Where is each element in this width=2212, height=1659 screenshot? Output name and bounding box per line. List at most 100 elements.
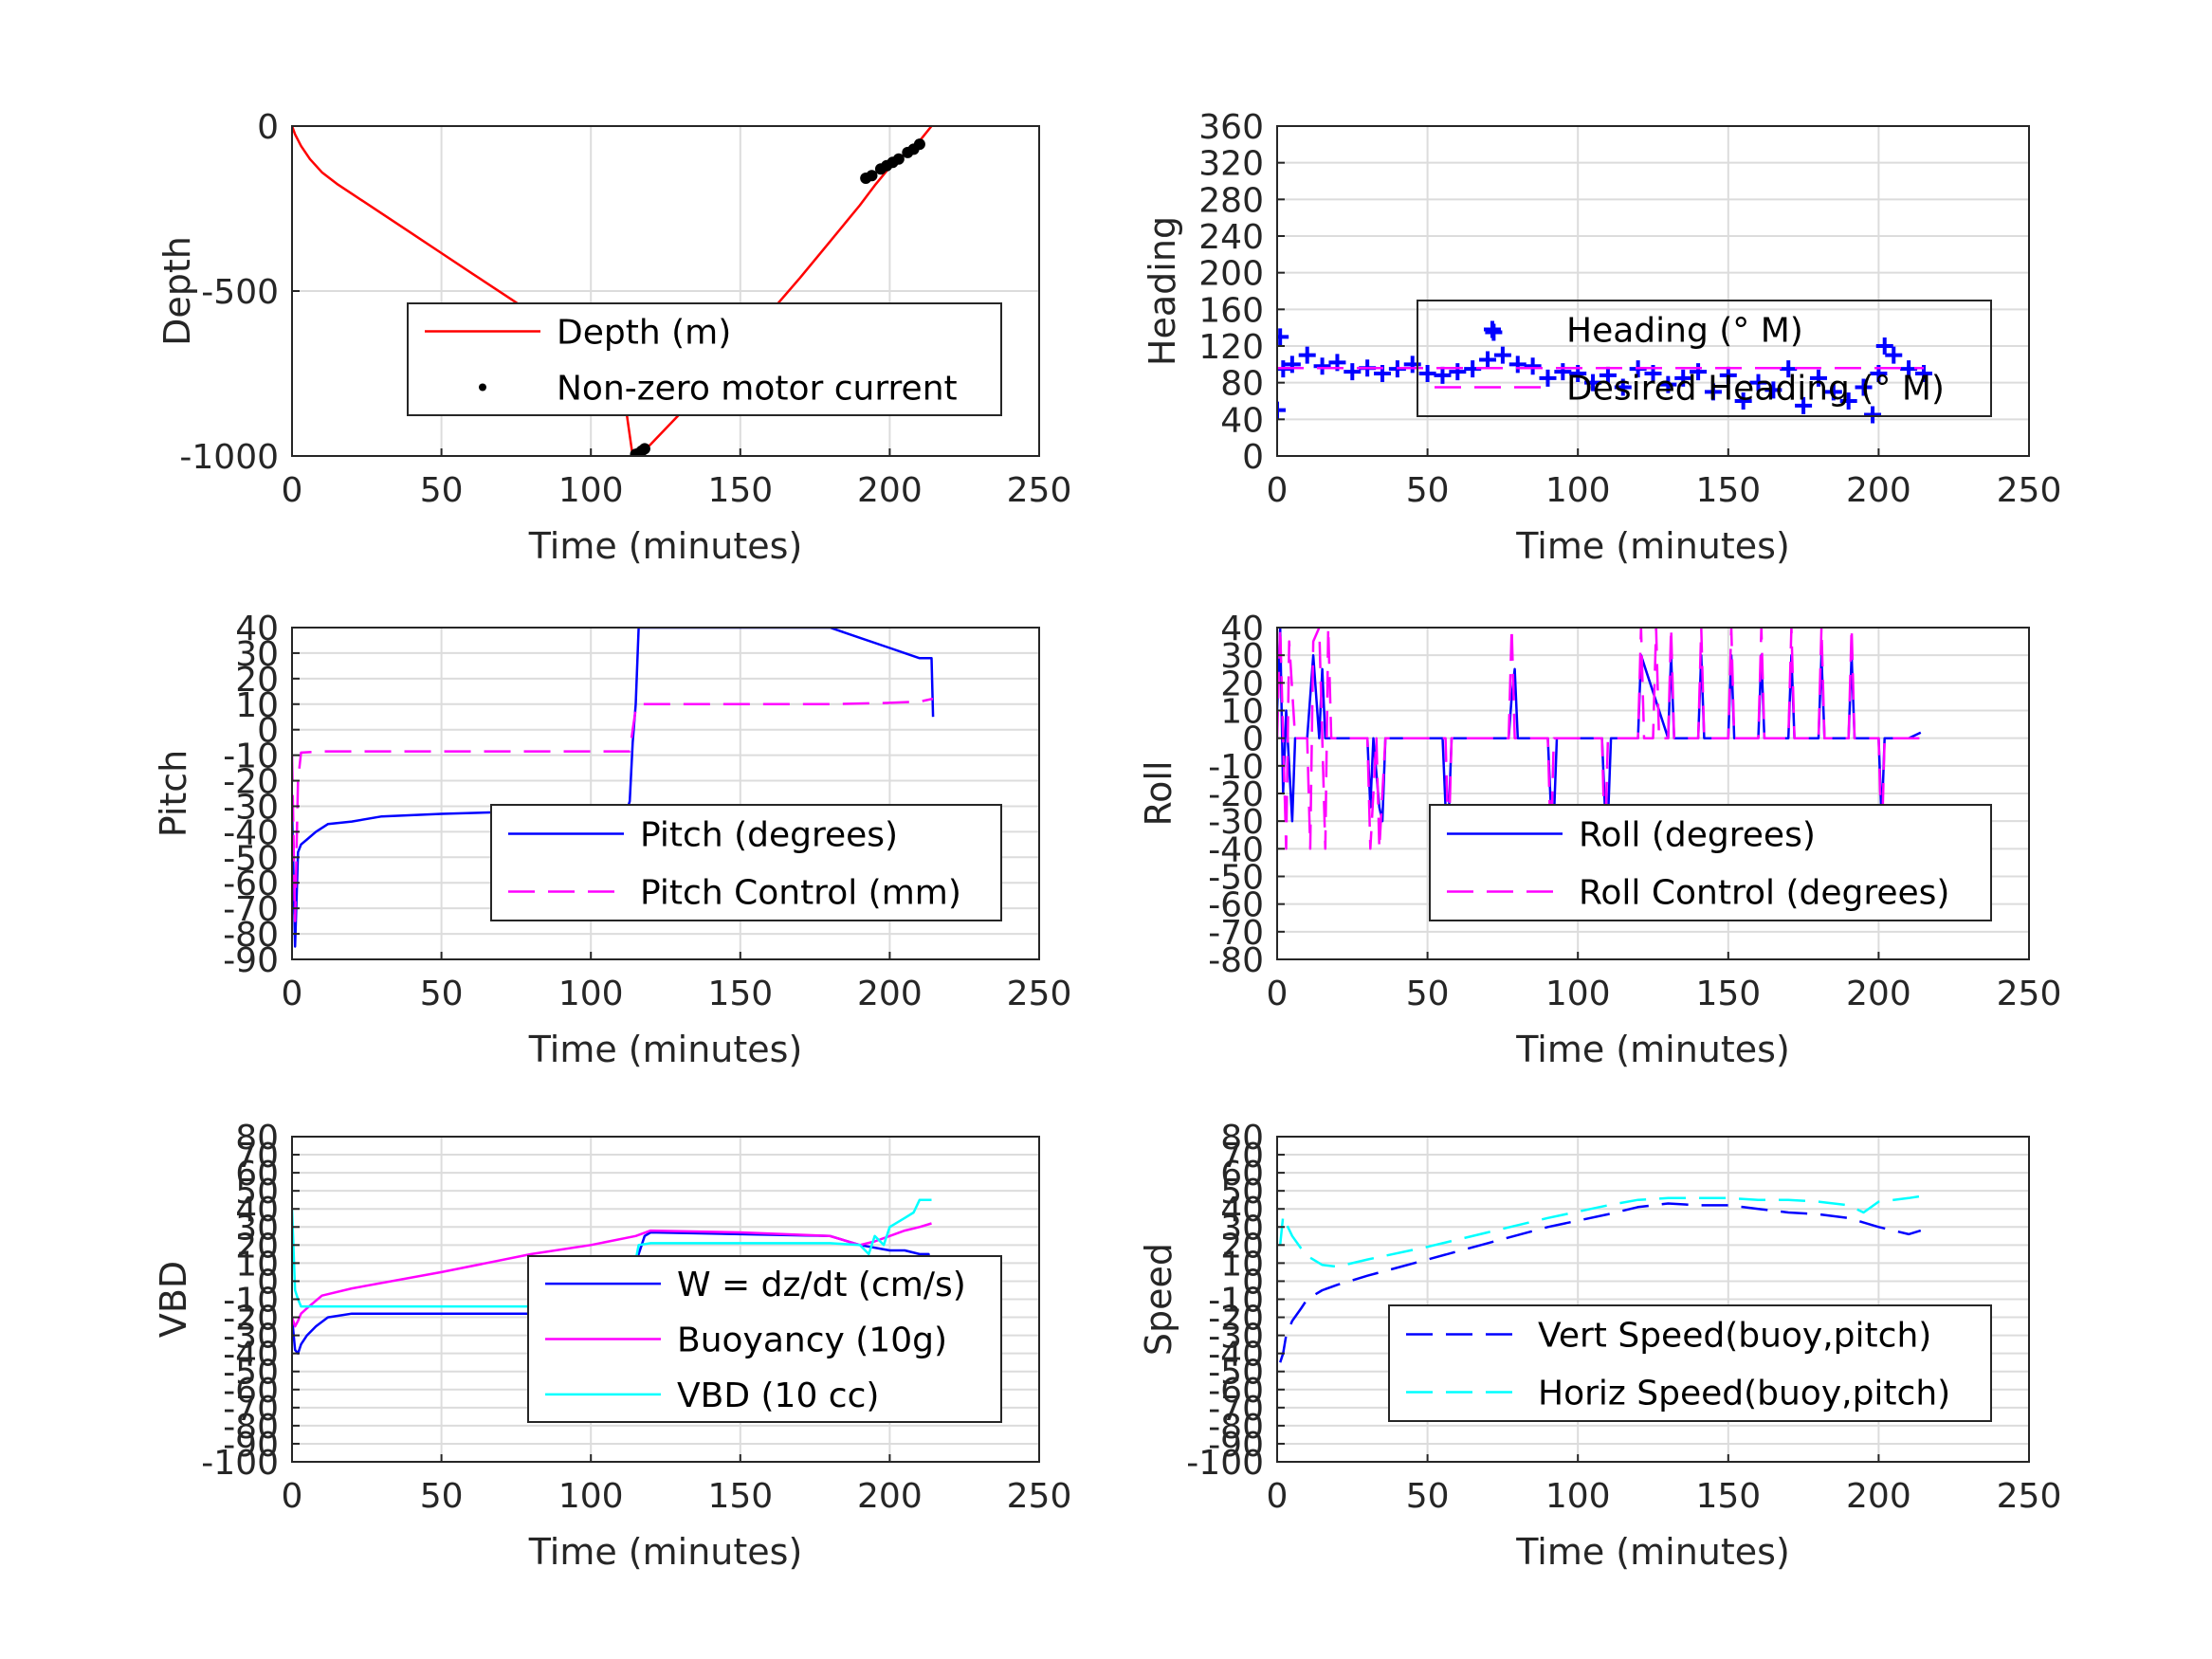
plus-marker <box>1780 360 1798 378</box>
y-tick-label: 20 <box>235 1227 279 1266</box>
plus-marker <box>1599 366 1617 384</box>
y-tick-label: 60 <box>235 1155 279 1194</box>
plus-marker <box>1719 366 1737 384</box>
axes-box <box>1276 125 2030 457</box>
y-tick-label: 120 <box>1198 328 1264 367</box>
x-tick-label: 150 <box>707 975 773 1013</box>
y-tick-label: 40 <box>235 1191 279 1230</box>
y-tick-label: -50 <box>1208 1354 1264 1393</box>
y-tick-label: -70 <box>223 890 279 929</box>
y-tick-label: 20 <box>1220 665 1264 703</box>
series-vert-speed-buoy-pitch <box>1279 1202 1922 1363</box>
plus-marker <box>1277 328 1289 346</box>
legend-swatch <box>1484 320 1501 338</box>
x-tick-label: 250 <box>1997 975 2062 1013</box>
y-tick-label: 0 <box>1242 438 1264 477</box>
y-tick-label: -20 <box>1208 775 1264 814</box>
x-tick-label: 50 <box>1406 975 1450 1013</box>
y-tick-label: 70 <box>1220 1137 1264 1176</box>
plus-marker <box>1524 357 1542 375</box>
data-layer <box>1277 628 1922 850</box>
x-tick-label: 250 <box>1007 975 1072 1013</box>
x-tick-label: 250 <box>1997 1477 2062 1516</box>
y-tick-label: 320 <box>1198 145 1264 184</box>
y-tick-label: 60 <box>1220 1155 1264 1194</box>
y-axis-label: Depth <box>156 236 198 346</box>
y-tick-label: 50 <box>1220 1173 1264 1212</box>
plus-marker <box>1277 401 1286 419</box>
x-tick-label: 100 <box>1545 471 1611 510</box>
y-tick-label: -10 <box>223 1282 279 1321</box>
y-tick-label: -30 <box>223 1318 279 1357</box>
y-tick-label: 0 <box>257 712 279 751</box>
legend-box <box>407 302 1002 416</box>
legend: W = dz/dt (cm/s) Buoyancy (10g) VBD (10 cc… <box>527 1255 1002 1423</box>
plus-marker <box>1734 392 1752 410</box>
y-axis-label: VBD <box>153 1261 194 1338</box>
legend-label: Pitch (degrees) <box>640 816 898 855</box>
x-tick-label: 250 <box>1007 471 1072 510</box>
x-tick-label: 150 <box>707 471 773 510</box>
x-tick-label: 50 <box>1406 1477 1450 1516</box>
legend-label: Heading (° M) <box>1566 312 1803 351</box>
plus-marker <box>1283 356 1301 374</box>
y-tick-label: 0 <box>257 108 279 147</box>
y-tick-label: 80 <box>235 1119 279 1158</box>
x-axis-label: Time (minutes) <box>1515 1029 1790 1070</box>
y-tick-label: -50 <box>223 1354 279 1393</box>
series-pitch-control-mm <box>292 698 934 922</box>
y-tick-label: 10 <box>1220 693 1264 732</box>
y-tick-label: 0 <box>1242 720 1264 759</box>
x-tick-label: 100 <box>558 1477 624 1516</box>
y-tick-label: -30 <box>1208 803 1264 842</box>
y-tick-label: -10 <box>1208 1282 1264 1321</box>
x-axis-label: Time (minutes) <box>1515 525 1790 567</box>
x-tick-label: 200 <box>857 1477 923 1516</box>
x-tick-label: 0 <box>1267 975 1289 1013</box>
plus-marker <box>1855 378 1873 396</box>
x-tick-label: 200 <box>1846 471 1911 510</box>
x-tick-label: 50 <box>1406 471 1450 510</box>
series-vbd-10-cc <box>292 1198 932 1308</box>
y-tick-label: -20 <box>223 1300 279 1339</box>
y-axis-label: Heading <box>1142 216 1183 366</box>
plus-marker <box>1344 363 1362 381</box>
data-layer <box>1277 323 1932 424</box>
legend: Heading (° M) Desired Heading (° M) <box>1417 300 1992 417</box>
x-tick-label: 200 <box>1846 1477 1911 1516</box>
y-tick-label: -40 <box>223 1336 279 1375</box>
x-tick-label: 150 <box>707 1477 773 1516</box>
x-tick-label: 200 <box>857 471 923 510</box>
y-tick-label: -60 <box>223 865 279 903</box>
y-tick-label: -90 <box>223 941 279 980</box>
y-tick-label: -40 <box>1208 1336 1264 1375</box>
y-tick-label: -30 <box>223 788 279 827</box>
y-tick-label: 10 <box>235 686 279 725</box>
x-tick-label: 0 <box>282 471 303 510</box>
y-tick-label: 10 <box>235 1245 279 1284</box>
y-tick-label: 20 <box>235 661 279 700</box>
plus-marker <box>1795 396 1813 414</box>
y-tick-label: 280 <box>1198 181 1264 220</box>
marker-point <box>913 138 925 151</box>
y-tick-label: -90 <box>1208 1426 1264 1465</box>
plus-marker <box>1864 406 1882 424</box>
y-tick-label: 240 <box>1198 218 1264 257</box>
subplot-4: 0 50 100 150 200 250-80-70-60-50-40-30-20-100… <box>1138 610 2061 1070</box>
y-axis-label: Speed <box>1138 1243 1179 1356</box>
y-tick-label: 40 <box>235 610 279 648</box>
tick-labels: 0 50 100 150 200 250 -1000 -500 0 <box>179 108 1071 510</box>
y-tick-label: 70 <box>235 1137 279 1176</box>
y-tick-label: 30 <box>235 635 279 674</box>
legend-swatch <box>479 383 486 392</box>
plus-marker <box>1479 351 1497 369</box>
x-tick-label: 200 <box>857 975 923 1013</box>
y-tick-label: -500 <box>201 273 279 312</box>
legend-label: Desired Heading (° M) <box>1566 370 1945 409</box>
x-axis-label: Time (minutes) <box>528 1029 803 1070</box>
y-tick-label: 30 <box>1220 637 1264 676</box>
y-tick-label: -100 <box>1186 1444 1264 1483</box>
y-tick-label: -40 <box>223 813 279 852</box>
series-non-zero-motor-current <box>630 138 925 456</box>
y-tick-label: -1000 <box>179 438 279 477</box>
